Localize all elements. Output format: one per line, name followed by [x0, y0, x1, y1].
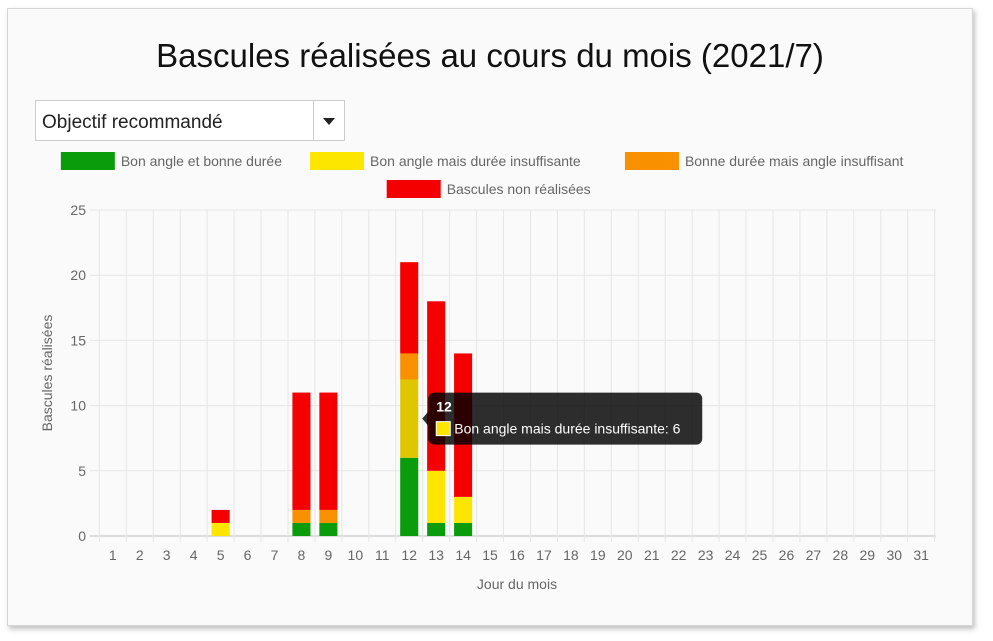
x-tick-label: 31 [913, 547, 929, 563]
x-tick-label: 3 [163, 547, 171, 563]
legend-swatch[interactable] [60, 152, 115, 170]
tooltip-title: 12 [436, 399, 452, 415]
x-tick-label: 22 [671, 547, 687, 563]
bar-segment[interactable] [454, 496, 473, 523]
bar-segment[interactable] [454, 522, 473, 536]
x-tick-label: 25 [752, 547, 768, 563]
legend-label[interactable]: Bonne durée mais angle insuffisant [685, 153, 904, 169]
tooltip-box [428, 392, 703, 445]
x-tick-label: 20 [617, 547, 633, 563]
tooltip-caret [422, 411, 429, 426]
legend-label[interactable]: Bon angle et bonne durée [121, 153, 282, 169]
x-tick-label: 14 [455, 547, 471, 563]
x-tick-label: 18 [563, 547, 579, 563]
bar-segment[interactable] [319, 522, 338, 536]
legend-swatch[interactable] [310, 152, 365, 170]
x-tick-label: 21 [644, 547, 660, 563]
legend-label[interactable]: Bon angle mais durée insuffisante [370, 153, 581, 169]
chart-card: Bascules réalisées au cours du mois (202… [7, 8, 973, 626]
x-tick-label: 16 [509, 547, 525, 563]
bar-segment[interactable] [211, 522, 230, 536]
x-tick-label: 4 [190, 547, 198, 563]
tooltip-text: Bon angle mais durée insuffisante: 6 [454, 421, 680, 437]
x-tick-label: 26 [779, 547, 795, 563]
x-tick-label: 27 [806, 547, 822, 563]
x-tick-label: 10 [348, 547, 364, 563]
y-tick-label: 25 [70, 202, 86, 218]
bar-segment[interactable] [319, 392, 338, 510]
x-tick-label: 13 [428, 547, 444, 563]
x-tick-label: 11 [375, 547, 390, 563]
y-tick-label: 15 [70, 332, 86, 348]
chevron-down-icon [323, 118, 335, 125]
legend-swatch[interactable] [624, 152, 679, 170]
bar-segment[interactable] [292, 392, 311, 510]
x-tick-label: 19 [590, 547, 606, 563]
y-tick-label: 0 [78, 528, 86, 544]
chart-title: Bascules réalisées au cours du mois (202… [156, 37, 824, 74]
bar-segment[interactable] [319, 509, 338, 523]
y-axis-title: Bascules réalisées [39, 315, 55, 432]
bar-segment[interactable] [400, 353, 419, 380]
x-tick-label: 7 [271, 547, 279, 563]
x-tick-label: 30 [886, 547, 902, 563]
bar-segment[interactable] [292, 522, 311, 536]
x-tick-label: 23 [698, 547, 714, 563]
x-tick-label: 24 [725, 547, 741, 563]
x-tick-label: 17 [536, 547, 552, 563]
x-tick-label: 8 [298, 547, 306, 563]
y-tick-label: 10 [70, 398, 86, 414]
legend-swatch[interactable] [386, 180, 441, 198]
dropdown-toggle-button[interactable] [313, 101, 344, 140]
y-tick-label: 5 [78, 463, 86, 479]
dropdown-selected-value: Objectif recommandé [42, 112, 223, 133]
x-tick-label: 28 [833, 547, 849, 563]
y-tick-label: 20 [70, 267, 86, 283]
bar-segment[interactable] [427, 470, 446, 523]
x-tick-label: 2 [136, 547, 144, 563]
x-tick-label: 5 [217, 547, 225, 563]
x-tick-label: 1 [109, 547, 117, 563]
bar-segment[interactable] [400, 457, 419, 536]
x-tick-label: 12 [401, 547, 417, 563]
bar-segment[interactable] [400, 379, 419, 458]
legend-label[interactable]: Bascules non réalisées [447, 181, 591, 197]
bar-segment[interactable] [292, 509, 311, 523]
tooltip-swatch [435, 421, 451, 437]
x-tick-label: 9 [324, 547, 332, 563]
bar-segment[interactable] [400, 262, 419, 354]
objective-dropdown[interactable]: Objectif recommandé [35, 100, 345, 141]
x-tick-label: 6 [244, 547, 252, 563]
bar-segment[interactable] [427, 301, 446, 471]
x-axis-title: Jour du mois [477, 576, 557, 592]
bar-segment[interactable] [427, 522, 446, 536]
x-tick-label: 15 [482, 547, 498, 563]
bar-segment[interactable] [211, 509, 230, 523]
x-tick-label: 29 [860, 547, 876, 563]
